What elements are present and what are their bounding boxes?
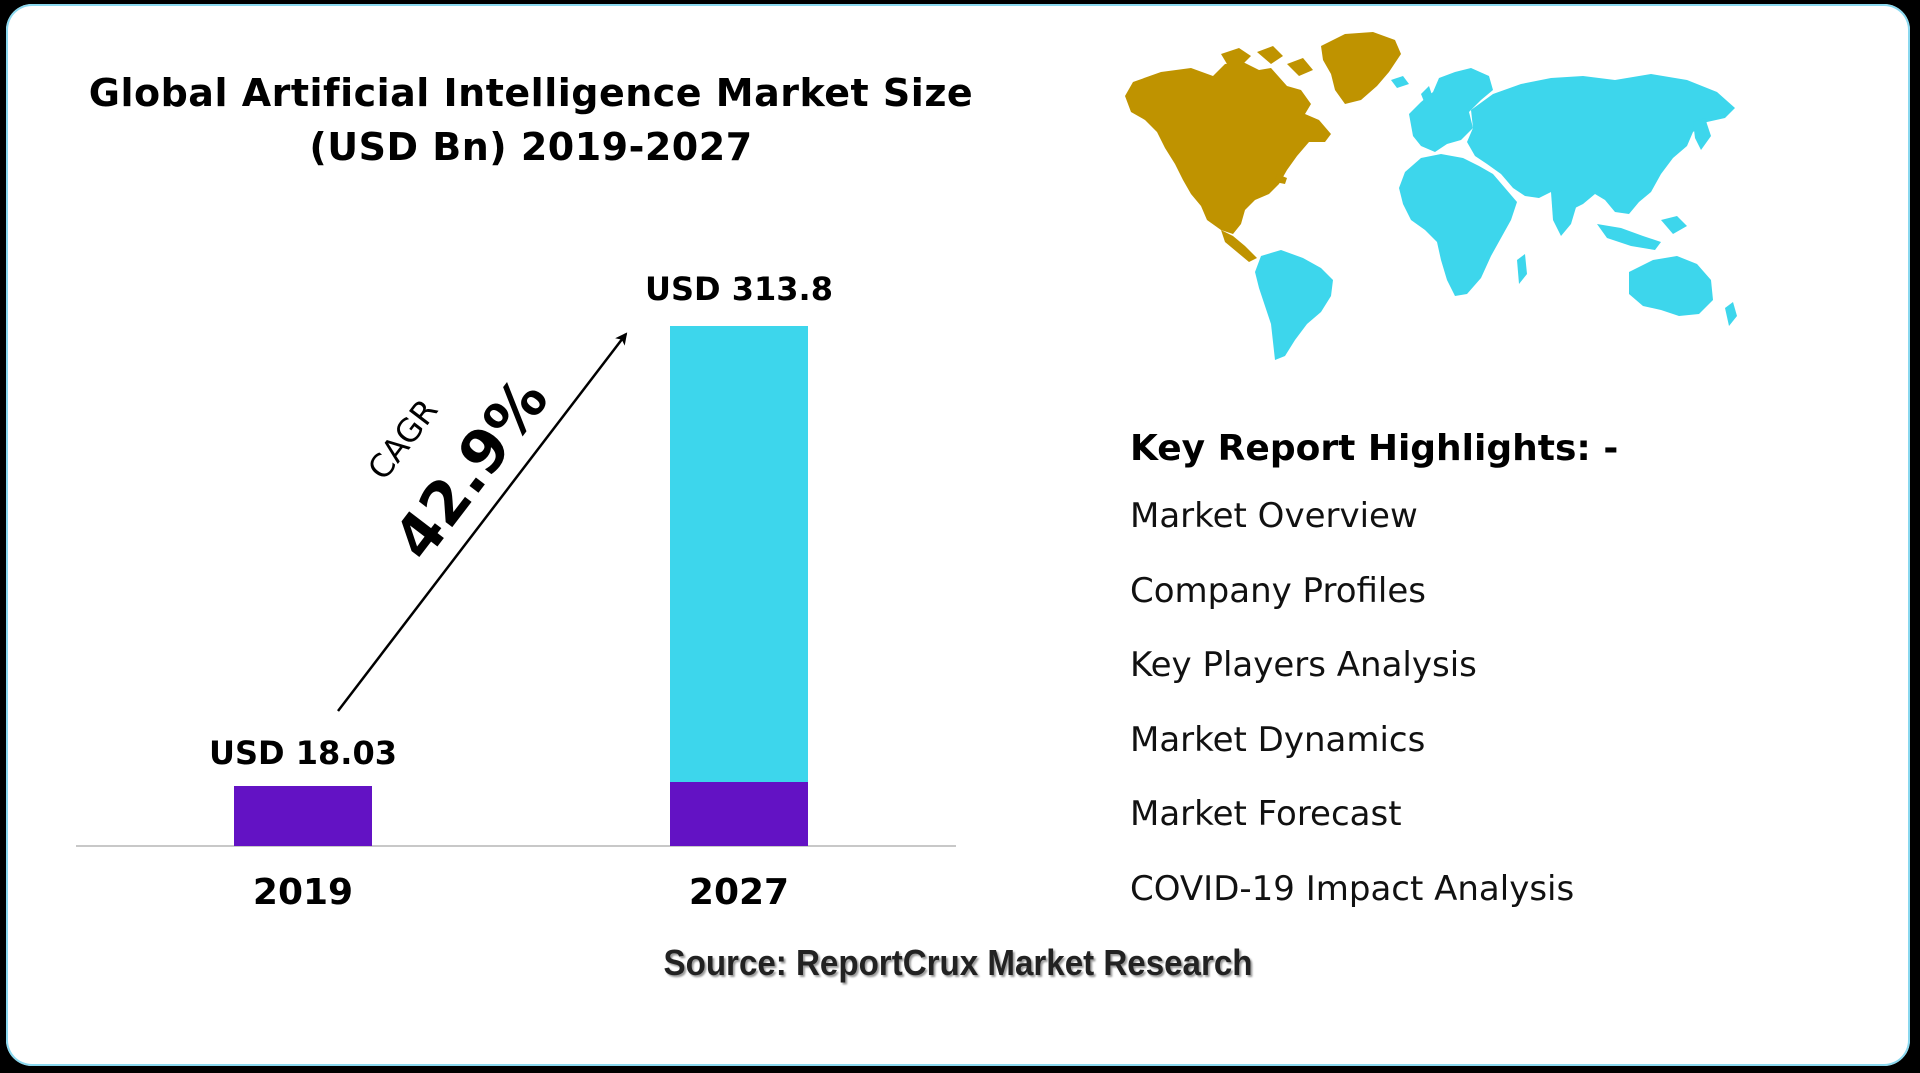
cagr-value: 42.9% <box>380 365 562 573</box>
bar-2019 <box>234 786 372 846</box>
highlight-item: COVID-19 Impact Analysis <box>1130 868 1575 909</box>
cagr-arrow <box>337 332 628 712</box>
infographic-card: Global Artificial Intelligence Market Si… <box>6 4 1910 1066</box>
highlight-item: Market Overview <box>1130 496 1418 536</box>
highlight-item: Key Players Analysis <box>1130 645 1477 685</box>
source-credit: Source: ReportCrux Market Research <box>663 942 1253 983</box>
rest-of-world-region <box>1255 68 1737 360</box>
highlight-item: Company Profiles <box>1130 570 1426 611</box>
bar-value-label-2019: USD 18.03 <box>209 734 397 772</box>
world-map-icon <box>1125 32 1737 360</box>
north-america-region <box>1125 32 1401 262</box>
bar-chart: USD 18.03 USD 313.8 2019 2027 CAGR 42.9% <box>76 270 956 913</box>
x-tick-label-2027: 2027 <box>689 872 789 913</box>
highlight-item: Market Dynamics <box>1130 719 1426 760</box>
chart-title: Global Artificial Intelligence Market Si… <box>88 71 974 169</box>
key-report-highlights: Key Report Highlights: - Market Overview… <box>1130 419 1850 926</box>
highlights-heading: Key Report Highlights: - <box>1130 428 1619 469</box>
highlight-item: Market Forecast <box>1130 794 1402 834</box>
bar-2027-base-segment <box>670 782 808 846</box>
bar-2027-growth-segment <box>670 326 808 782</box>
x-tick-label-2019: 2019 <box>253 872 353 913</box>
cagr-annotation: CAGR 42.9% <box>360 365 562 573</box>
bar-value-label-2027: USD 313.8 <box>645 270 833 308</box>
